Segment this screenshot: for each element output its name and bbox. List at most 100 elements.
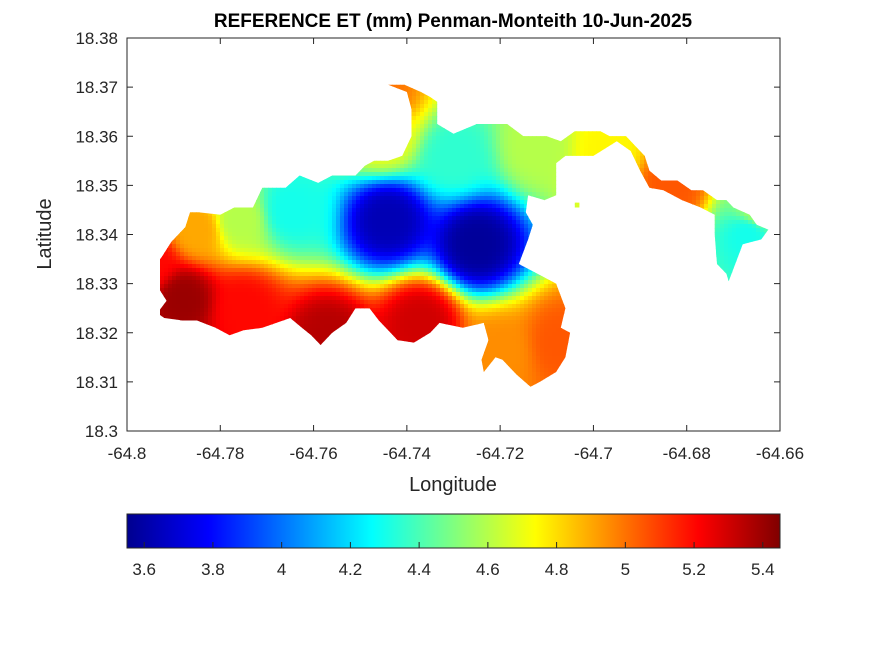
heatmap-cell (252, 336, 257, 341)
heatmap-cell (232, 192, 237, 197)
heatmap-cell (232, 140, 237, 145)
heatmap-cell (216, 220, 221, 225)
heatmap-cell (188, 84, 193, 89)
heatmap-cell (340, 276, 345, 281)
heatmap-cell (296, 328, 301, 333)
heatmap-cell (348, 316, 353, 321)
heatmap-cell (276, 176, 281, 181)
heatmap-cell (276, 84, 281, 89)
heatmap-cell (216, 320, 221, 325)
heatmap-cell (168, 356, 173, 361)
heatmap-cell (368, 252, 373, 257)
heatmap-cell (292, 88, 297, 93)
heatmap-cell (344, 128, 349, 133)
heatmap-cell (392, 316, 397, 321)
heatmap-cell (160, 104, 165, 109)
heatmap-cell (288, 112, 293, 117)
heatmap-cell (196, 88, 201, 93)
heatmap-cell (312, 216, 317, 221)
heatmap-cell (252, 320, 257, 325)
heatmap-cell (392, 212, 397, 217)
heatmap-cell (256, 292, 261, 297)
heatmap-cell (248, 216, 253, 221)
heatmap-cell (356, 388, 361, 393)
heatmap-cell (352, 92, 357, 97)
heatmap-cell (288, 172, 293, 177)
heatmap-cell (392, 88, 397, 93)
heatmap-cell (364, 188, 369, 193)
heatmap-cell (164, 288, 169, 293)
heatmap-cell (248, 256, 253, 261)
heatmap-cell (336, 112, 341, 117)
heatmap-cell (296, 344, 301, 349)
heatmap-cell (392, 180, 397, 185)
heatmap-cell (400, 344, 405, 349)
heatmap-cell (320, 308, 325, 313)
heatmap-cell (320, 184, 325, 189)
heatmap-cell (384, 356, 389, 361)
heatmap-cell (252, 136, 257, 141)
heatmap-cell (328, 176, 333, 181)
heatmap-cell (260, 92, 265, 97)
heatmap-cell (264, 220, 269, 225)
heatmap-cell (196, 316, 201, 321)
heatmap-cell (412, 164, 417, 169)
heatmap-cell (272, 376, 277, 381)
heatmap-cell (344, 264, 349, 269)
heatmap-cell (328, 140, 333, 145)
heatmap-cell (288, 252, 293, 257)
heatmap-cell (164, 148, 169, 153)
heatmap-cell (384, 388, 389, 393)
heatmap-cell (300, 148, 305, 153)
heatmap-cell (216, 172, 221, 177)
heatmap-cell (384, 188, 389, 193)
heatmap-cell (268, 228, 273, 233)
heatmap-cell (256, 304, 261, 309)
heatmap-cell (228, 328, 233, 333)
heatmap-cell (232, 352, 237, 357)
heatmap-cell (324, 284, 329, 289)
heatmap-cell (280, 364, 285, 369)
heatmap-cell (280, 84, 285, 89)
heatmap-cell (352, 100, 357, 105)
heatmap-cell (236, 272, 241, 277)
heatmap-cell (244, 152, 249, 157)
heatmap-cell (292, 364, 297, 369)
heatmap-cell (412, 368, 417, 373)
heatmap-cell (224, 84, 229, 89)
heatmap-cell (320, 180, 325, 185)
heatmap-cell (308, 308, 313, 313)
heatmap-cell (400, 360, 405, 365)
heatmap-cell (296, 312, 301, 317)
heatmap-cell (360, 224, 365, 229)
heatmap-cell (228, 224, 233, 229)
heatmap-cell (384, 172, 389, 177)
heatmap-cell (236, 144, 241, 149)
heatmap-cell (240, 340, 245, 345)
heatmap-cell (400, 200, 405, 205)
heatmap-cell (284, 388, 289, 393)
heatmap-cell (360, 312, 365, 317)
heatmap-cell (332, 244, 337, 249)
heatmap-cell (256, 176, 261, 181)
heatmap-cell (160, 112, 165, 117)
heatmap-cell (316, 212, 321, 217)
heatmap-cell (336, 320, 341, 325)
heatmap-cell (252, 380, 257, 385)
heatmap-cell (208, 156, 213, 161)
heatmap-cell (268, 204, 273, 209)
heatmap-cell (196, 184, 201, 189)
heatmap-cell (212, 112, 217, 117)
heatmap-cell (356, 284, 361, 289)
heatmap-cell (328, 96, 333, 101)
heatmap-cell (400, 324, 405, 329)
heatmap-cell (380, 356, 385, 361)
heatmap-cell (300, 184, 305, 189)
heatmap-cell (340, 184, 345, 189)
heatmap-cell (160, 120, 165, 125)
heatmap-cell (284, 120, 289, 125)
heatmap-cell (172, 184, 177, 189)
heatmap-cell (276, 240, 281, 245)
heatmap-cell (208, 360, 213, 365)
heatmap-cell (396, 108, 401, 113)
